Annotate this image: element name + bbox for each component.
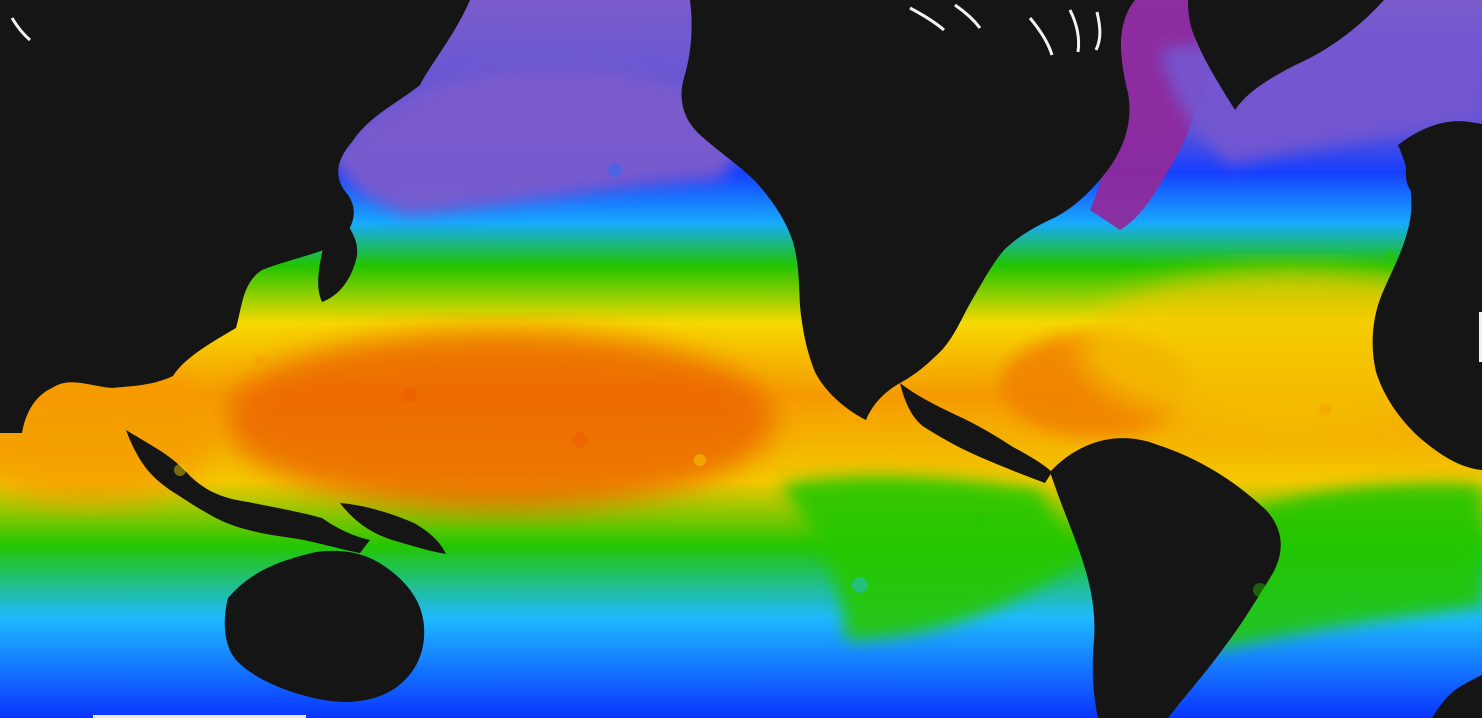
greenland-landmass: [1188, 0, 1384, 110]
west-pacific-warm-pool: [225, 330, 775, 510]
map-edge-handle[interactable]: [1479, 312, 1482, 362]
north-america-landmass: [681, 0, 1135, 420]
australia-landmass: [224, 550, 425, 702]
new-guinea-island: [340, 503, 446, 554]
temperature-speckles: [174, 163, 1396, 597]
british-isles: [1405, 135, 1467, 203]
western-ice-detail: [10, 17, 31, 42]
japan-island-chain: [318, 205, 358, 302]
europe-africa-landmass: [1372, 121, 1482, 470]
north-pacific-subpolar-water: [330, 70, 760, 215]
maritime-southeast-asia: [126, 430, 370, 553]
arctic-ice-detail-2: [909, 3, 982, 32]
antarctic-peninsula-edge: [1432, 675, 1482, 718]
map-scale-strip: [93, 715, 306, 718]
central-america-isthmus: [900, 383, 1052, 483]
east-pacific-cool-tongue: [780, 475, 1080, 640]
asia-landmass: [0, 0, 470, 433]
south-atlantic-green-band: [1215, 483, 1482, 650]
hudson-ice-detail-1: [1028, 9, 1102, 56]
south-america-landmass: [1050, 438, 1281, 718]
